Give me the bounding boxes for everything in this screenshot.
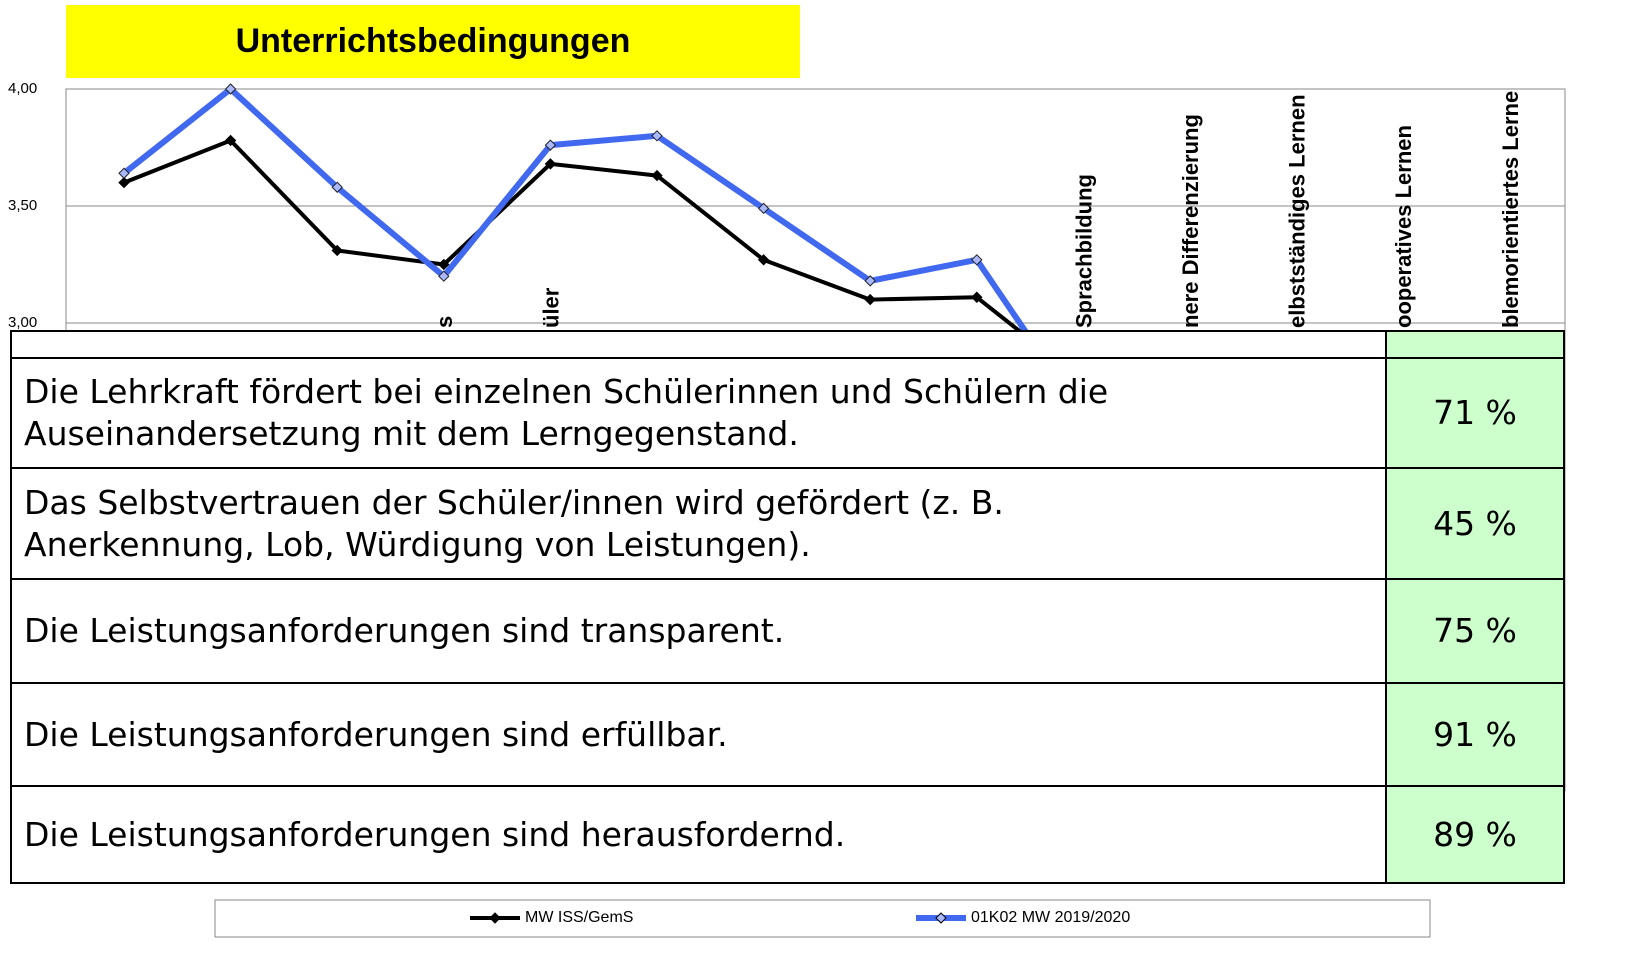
percent-cell: 91 % [1385,682,1565,787]
table-row: Die Leistungsanforderungen sind herausfo… [10,785,1565,884]
legend-label: MW ISS/GemS [525,909,633,926]
series-line [123,138,1085,384]
legend-marker [935,912,947,924]
marker [544,139,557,151]
statement-line: Das Selbstvertrauen der Schüler/innen wi… [24,482,1004,522]
x-tick-label: nere Differenzierung [1178,114,1203,328]
table-row: Die Lehrkraft fördert bei einzelnen Schü… [10,357,1565,469]
legend-box [214,899,1431,938]
marker [438,258,450,271]
statement-cell: Die Lehrkraft fördert bei einzelnen Schü… [10,357,1387,469]
series-line [122,86,1086,419]
marker [118,167,130,179]
marker [971,291,983,303]
table-row: Das Selbstvertrauen der Schüler/innen wi… [10,467,1565,580]
empty-cell [1385,330,1565,359]
marker [757,254,770,266]
marker [651,130,663,142]
x-tick-label: üler [538,287,563,328]
statement-cell: Die Leistungsanforderungen sind herausfo… [10,785,1387,884]
marker [544,158,557,170]
table-row: Die Leistungsanforderungen sind transpar… [10,578,1565,684]
y-tick-label: 4,00 [8,80,37,97]
y-tick-label: 3,50 [8,197,37,214]
x-tick-label: elbstständiges Lernen [1285,94,1310,328]
x-tick-label: blemorientiertes Lerne [1498,91,1523,328]
percent-cell: 71 % [1385,357,1565,469]
marker [224,83,237,95]
statement-line: Die Leistungsanforderungen sind transpar… [24,611,785,650]
statement-line: Die Leistungsanforderungen sind herausfo… [24,814,846,854]
y-tick-label: 3,00 [8,314,37,331]
marker [757,202,770,215]
table-row: Die Leistungsanforderungen sind erfüllba… [10,682,1565,787]
marker [438,270,450,282]
marker [331,244,343,257]
table: Die Lehrkraft fördert bei einzelnen Schü… [10,330,1565,884]
statement-line: Die Lehrkraft fördert bei einzelnen Schü… [24,372,1109,411]
percent-cell: 89 % [1385,785,1565,884]
marker [651,169,663,182]
statement-cell: Die Leistungsanforderungen sind erfüllba… [10,682,1387,787]
marker [224,134,237,147]
legend-label: 01K02 MW 2019/2020 [971,909,1130,926]
x-tick-label: s [432,316,457,328]
empty-cell [10,330,1387,359]
table-row [10,330,1565,359]
statement-cell: Das Selbstvertrauen der Schüler/innen wi… [10,467,1387,580]
statement-line: Auseinandersetzung mit dem Lerngegenstan… [24,414,799,453]
percent-cell: 75 % [1385,578,1565,684]
marker [331,181,343,193]
x-tick-label: ooperatives Lernen [1391,125,1416,328]
chart-title: Unterrichtsbedingungen [236,22,631,60]
statement-line: Anerkennung, Lob, Würdigung von Leistung… [24,524,811,564]
marker [864,293,876,306]
legend-marker [489,912,501,924]
marker [118,176,130,189]
percent-cell: 45 % [1385,467,1565,580]
statement-cell: Die Leistungsanforderungen sind transpar… [10,578,1387,684]
marker [864,275,876,287]
x-tick-label: Sprachbildung [1071,174,1096,328]
statement-line: Die Leistungsanforderungen sind erfüllba… [24,714,728,754]
marker [971,254,983,266]
title-box [66,5,800,78]
